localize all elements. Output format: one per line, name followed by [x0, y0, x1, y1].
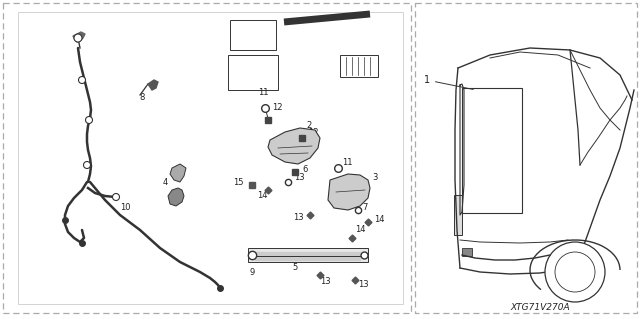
Text: 12: 12 [308, 128, 319, 137]
Text: 14: 14 [374, 215, 385, 224]
Bar [3, 3, 411, 313]
Text: 13: 13 [320, 277, 330, 286]
Bar [462, 248, 472, 256]
Text: 4: 4 [163, 178, 168, 187]
Text: 2: 2 [306, 121, 311, 130]
Polygon shape [168, 188, 184, 206]
Text: XTG71V270A: XTG71V270A [510, 303, 570, 313]
Text: 13: 13 [358, 280, 369, 289]
Text: 6: 6 [302, 165, 307, 174]
Text: 7: 7 [362, 203, 367, 212]
Polygon shape [170, 164, 186, 182]
Text: 13: 13 [294, 173, 305, 182]
Polygon shape [73, 32, 85, 42]
Circle shape [79, 77, 86, 84]
Circle shape [113, 194, 120, 201]
Bar [248, 248, 368, 262]
Text: 11: 11 [258, 88, 268, 97]
Bar [415, 3, 637, 313]
Text: 12: 12 [272, 103, 282, 112]
Polygon shape [268, 128, 320, 164]
Text: 9: 9 [250, 268, 255, 277]
Text: 14: 14 [355, 225, 365, 234]
Text: 1: 1 [424, 75, 473, 89]
Text: 14: 14 [257, 191, 268, 200]
Bar [228, 55, 278, 90]
Text: 5: 5 [292, 263, 298, 272]
Circle shape [545, 242, 605, 302]
Text: 13: 13 [293, 213, 304, 222]
Bar [340, 55, 378, 77]
Bar [18, 12, 403, 304]
Text: 15: 15 [234, 178, 244, 187]
Text: 3: 3 [372, 173, 378, 182]
Text: 8: 8 [140, 93, 145, 102]
Circle shape [83, 161, 90, 168]
Text: 10: 10 [120, 204, 131, 212]
Bar [462, 88, 522, 213]
Text: 11: 11 [342, 158, 353, 167]
Polygon shape [328, 174, 370, 210]
Circle shape [86, 116, 93, 123]
Polygon shape [148, 80, 158, 90]
Bar [230, 20, 276, 50]
Circle shape [74, 34, 82, 42]
Bar [454, 195, 462, 235]
